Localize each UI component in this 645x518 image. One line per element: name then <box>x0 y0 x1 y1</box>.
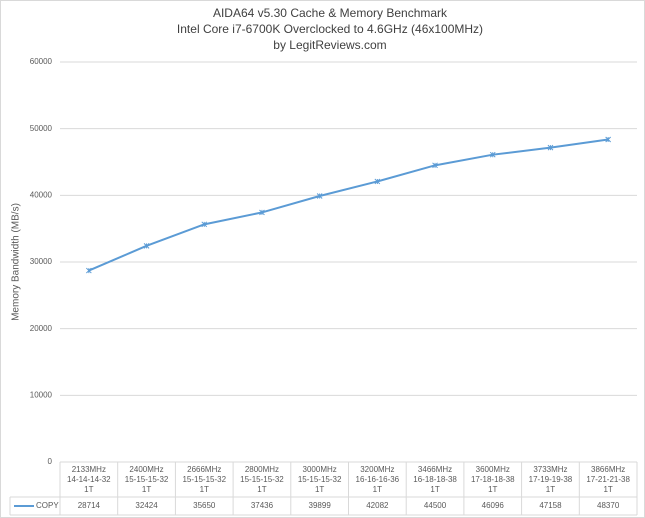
marker <box>201 221 208 228</box>
y-tick-label: 10000 <box>30 390 53 399</box>
x-tick-label: 2133MHz <box>72 465 106 474</box>
y-tick-label: 60000 <box>30 57 53 66</box>
x-tick-label: 3466MHz <box>418 465 452 474</box>
table-value: 47158 <box>539 501 562 510</box>
marker <box>259 209 265 216</box>
x-tick-label: 16-16-16-36 <box>356 475 400 484</box>
series-line <box>88 138 609 272</box>
x-tick-label: 15-15-15-32 <box>182 475 226 484</box>
marker <box>489 151 496 158</box>
table-value: 39899 <box>309 501 332 510</box>
x-tick-label: 3866MHz <box>591 465 625 474</box>
x-tick-label: 3733MHz <box>533 465 567 474</box>
x-tick-label: 1T <box>603 485 612 494</box>
table-value: 35650 <box>193 501 216 510</box>
x-tick-label: 16-18-18-38 <box>413 475 457 484</box>
x-tick-label: 3000MHz <box>303 465 337 474</box>
chart-subtitle: Intel Core i7-6700K Overclocked to 4.6GH… <box>177 22 483 36</box>
marker <box>374 178 381 185</box>
chart-title: AIDA64 v5.30 Cache & Memory Benchmark <box>213 6 448 20</box>
x-tick-label: 15-15-15-32 <box>240 475 284 484</box>
x-tick-label: 1T <box>257 485 266 494</box>
y-axis-label: Memory Bandwidth (MB/s) <box>11 203 22 321</box>
legend-label: COPY <box>36 501 59 510</box>
x-tick-label: 17-19-19-38 <box>529 475 573 484</box>
marker <box>316 193 323 199</box>
x-tick-label: 1T <box>142 485 151 494</box>
y-tick-label: 0 <box>48 457 53 466</box>
y-tick-label: 50000 <box>30 124 53 133</box>
marker <box>547 144 554 151</box>
x-tick-label: 1T <box>546 485 555 494</box>
x-tick-label: 17-21-21-38 <box>586 475 630 484</box>
chart-subtitle: by LegitReviews.com <box>273 38 386 52</box>
table-value: 32424 <box>135 501 158 510</box>
table-value: 28714 <box>78 501 101 510</box>
x-tick-label: 1T <box>488 485 497 494</box>
x-tick-label: 1T <box>430 485 439 494</box>
x-tick-label: 17-18-18-38 <box>471 475 515 484</box>
marker <box>85 267 92 274</box>
y-tick-label: 40000 <box>30 190 53 199</box>
x-tick-label: 3200MHz <box>360 465 394 474</box>
marker <box>605 136 612 143</box>
x-tick-label: 15-15-15-32 <box>125 475 169 484</box>
x-tick-label: 3600MHz <box>476 465 510 474</box>
x-tick-label: 15-15-15-32 <box>298 475 342 484</box>
marker <box>432 162 438 169</box>
x-tick-label: 1T <box>200 485 209 494</box>
table-value: 48370 <box>597 501 620 510</box>
x-tick-label: 1T <box>315 485 324 494</box>
x-tick-label: 1T <box>373 485 382 494</box>
table-value: 46096 <box>482 501 505 510</box>
x-tick-label: 2666MHz <box>187 465 221 474</box>
x-tick-label: 1T <box>84 485 93 494</box>
x-tick-label: 2800MHz <box>245 465 279 474</box>
y-tick-label: 30000 <box>30 257 53 266</box>
x-tick-label: 2400MHz <box>129 465 163 474</box>
marker <box>143 242 150 249</box>
x-tick-label: 14-14-14-32 <box>67 475 111 484</box>
table-value: 37436 <box>251 501 274 510</box>
y-tick-label: 20000 <box>30 324 53 333</box>
table-value: 42082 <box>366 501 389 510</box>
table-value: 44500 <box>424 501 447 510</box>
